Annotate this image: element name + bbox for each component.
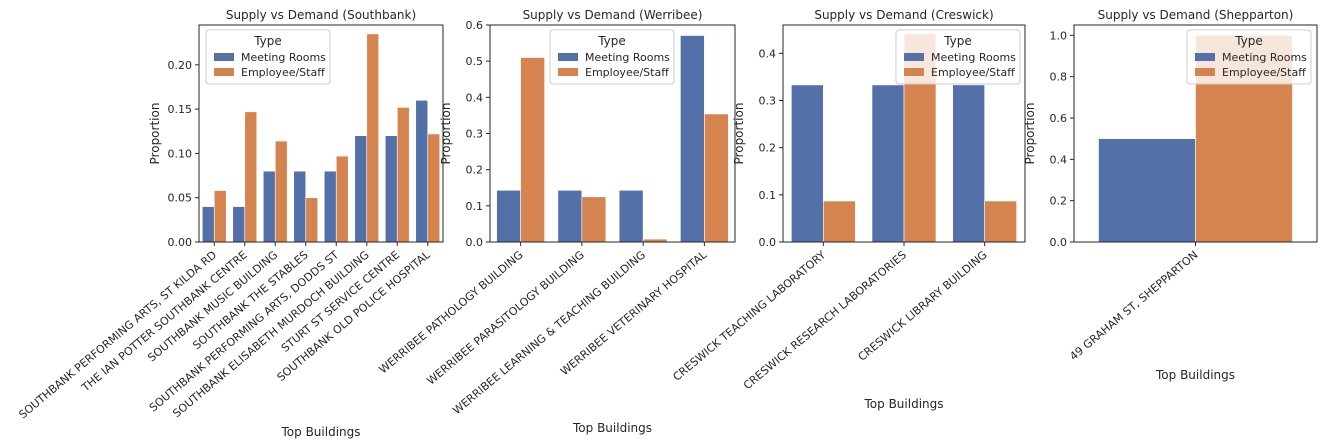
bar-employee-staff xyxy=(396,107,410,243)
x-axis-label: Top Buildings xyxy=(864,397,944,411)
y-axis-label: Proportion xyxy=(1023,103,1037,165)
y-axis-label: Proportion xyxy=(732,103,746,165)
legend-entry: Employee/Staff xyxy=(585,66,669,79)
legend-box xyxy=(205,29,331,85)
legend-box xyxy=(549,29,675,85)
bar-meeting-rooms xyxy=(415,99,429,243)
x-axis-label: Top Buildings xyxy=(572,421,652,435)
y-tick-label: 0.4 xyxy=(759,47,777,60)
legend-title: Type xyxy=(253,34,282,48)
chart-panel-4: 0.0 0.2 0.4 0.6 0.8 1.0 49 GRAHAM ST, SHEPPART… xyxy=(1023,8,1318,382)
y-tick-label: 0.4 xyxy=(466,91,484,104)
bar-meeting-rooms xyxy=(952,84,985,243)
legend-box xyxy=(895,29,1021,85)
bar-meeting-rooms xyxy=(680,35,705,243)
legend-entry: Meeting Rooms xyxy=(931,51,1016,64)
x-tick-label: CRESWICK RESEARCH LABORATORIES xyxy=(741,248,909,392)
y-axis-label: Proportion xyxy=(439,103,453,165)
bar-meeting-rooms xyxy=(1098,138,1196,243)
y-tick-label: 0.3 xyxy=(759,94,777,107)
bar-meeting-rooms xyxy=(557,189,583,243)
bar-meeting-rooms xyxy=(323,170,337,243)
axes-frame xyxy=(198,24,444,243)
y-tick-label: 0.00 xyxy=(168,236,193,249)
y-tick-label: 0.4 xyxy=(1050,153,1068,166)
x-tick-label: 49 GRAHAM ST, SHEPPARTON xyxy=(1067,248,1200,363)
legend-entry: Employee/Staff xyxy=(931,66,1015,79)
bar-employee-staff xyxy=(581,196,607,243)
legend-entry: Meeting Rooms xyxy=(241,51,326,64)
bar-employee-staff xyxy=(366,33,380,243)
y-tick-label: 0.05 xyxy=(168,192,193,205)
legend-swatch xyxy=(904,53,924,61)
bar-meeting-rooms xyxy=(201,206,215,243)
y-tick-label: 0.1 xyxy=(759,189,777,202)
legend-swatch xyxy=(1195,68,1215,76)
y-tick-label: 0.2 xyxy=(1050,195,1068,208)
y-tick-label: 1.0 xyxy=(1050,29,1068,42)
y-tick-label: 0.0 xyxy=(1050,236,1068,249)
legend: Type Meeting Rooms Employee/Staff xyxy=(895,29,1021,85)
bar-employee-staff xyxy=(274,140,288,243)
bar-employee-staff xyxy=(984,200,1017,243)
bar-meeting-rooms xyxy=(496,189,521,243)
legend-swatch xyxy=(214,53,234,61)
legend: Type Meeting Rooms Employee/Staff xyxy=(549,29,675,85)
bar-employee-staff xyxy=(335,155,349,243)
x-tick-label: CRESWICK LIBRARY BUILDING xyxy=(856,248,990,363)
y-tick-label: 0.3 xyxy=(466,128,484,141)
y-tick-label: 0.6 xyxy=(1050,112,1068,125)
y-tick-label: 0.0 xyxy=(466,236,484,249)
bar-employee-staff xyxy=(427,133,441,243)
bar-employee-staff xyxy=(520,57,545,243)
legend-swatch xyxy=(904,68,924,76)
legend-title: Type xyxy=(597,34,626,48)
legend-entry: Employee/Staff xyxy=(1222,66,1306,79)
bar-meeting-rooms xyxy=(293,170,307,243)
bar-meeting-rooms xyxy=(262,170,276,243)
legend-swatch xyxy=(214,68,234,76)
legend-swatch xyxy=(558,68,578,76)
legend-swatch xyxy=(558,53,578,61)
bar-employee-staff xyxy=(823,200,856,243)
legend-title: Type xyxy=(1234,34,1263,48)
legend-entry: Meeting Rooms xyxy=(1222,51,1307,64)
y-tick-label: 0.8 xyxy=(1050,71,1068,84)
bar-meeting-rooms xyxy=(384,135,398,243)
x-axis-label: Top Buildings xyxy=(1155,368,1235,382)
y-tick-label: 0.2 xyxy=(466,164,484,177)
y-tick-label: 0.15 xyxy=(168,103,193,116)
legend: Type Meeting Rooms Employee/Staff xyxy=(205,29,331,85)
bar-meeting-rooms xyxy=(232,206,246,243)
legend: Type Meeting Rooms Employee/Staff xyxy=(1186,29,1312,85)
y-tick-label: 0.6 xyxy=(466,19,484,32)
legend-swatch xyxy=(1195,53,1215,61)
y-tick-label: 0.20 xyxy=(168,59,193,72)
bar-meeting-rooms xyxy=(354,135,368,243)
bar-meeting-rooms xyxy=(791,84,824,243)
bar-employee-staff xyxy=(305,197,319,243)
legend-title: Type xyxy=(943,34,972,48)
bar-employee-staff xyxy=(244,111,258,243)
legend-box xyxy=(1186,29,1312,85)
y-tick-label: 0.1 xyxy=(466,200,484,213)
y-axis-label: Proportion xyxy=(148,103,162,165)
y-tick-label: 0.0 xyxy=(759,236,777,249)
bar-meeting-rooms xyxy=(871,84,905,243)
y-tick-label: 0.5 xyxy=(466,55,484,68)
y-tick-label: 0.10 xyxy=(168,147,193,160)
bar-meeting-rooms xyxy=(618,189,644,243)
x-axis-label: Top Buildings xyxy=(281,425,361,439)
y-tick-label: 0.2 xyxy=(759,142,777,155)
legend-entry: Meeting Rooms xyxy=(585,51,670,64)
chart-title: Supply vs Demand (Creswick) xyxy=(814,8,993,22)
chart-title: Supply vs Demand (Southbank) xyxy=(226,8,416,22)
chart-title: Supply vs Demand (Shepparton) xyxy=(1098,8,1294,22)
bar-employee-staff xyxy=(704,113,729,243)
bar-employee-staff xyxy=(213,190,227,243)
legend-entry: Employee/Staff xyxy=(241,66,325,79)
chart-title: Supply vs Demand (Werribee) xyxy=(523,8,703,22)
